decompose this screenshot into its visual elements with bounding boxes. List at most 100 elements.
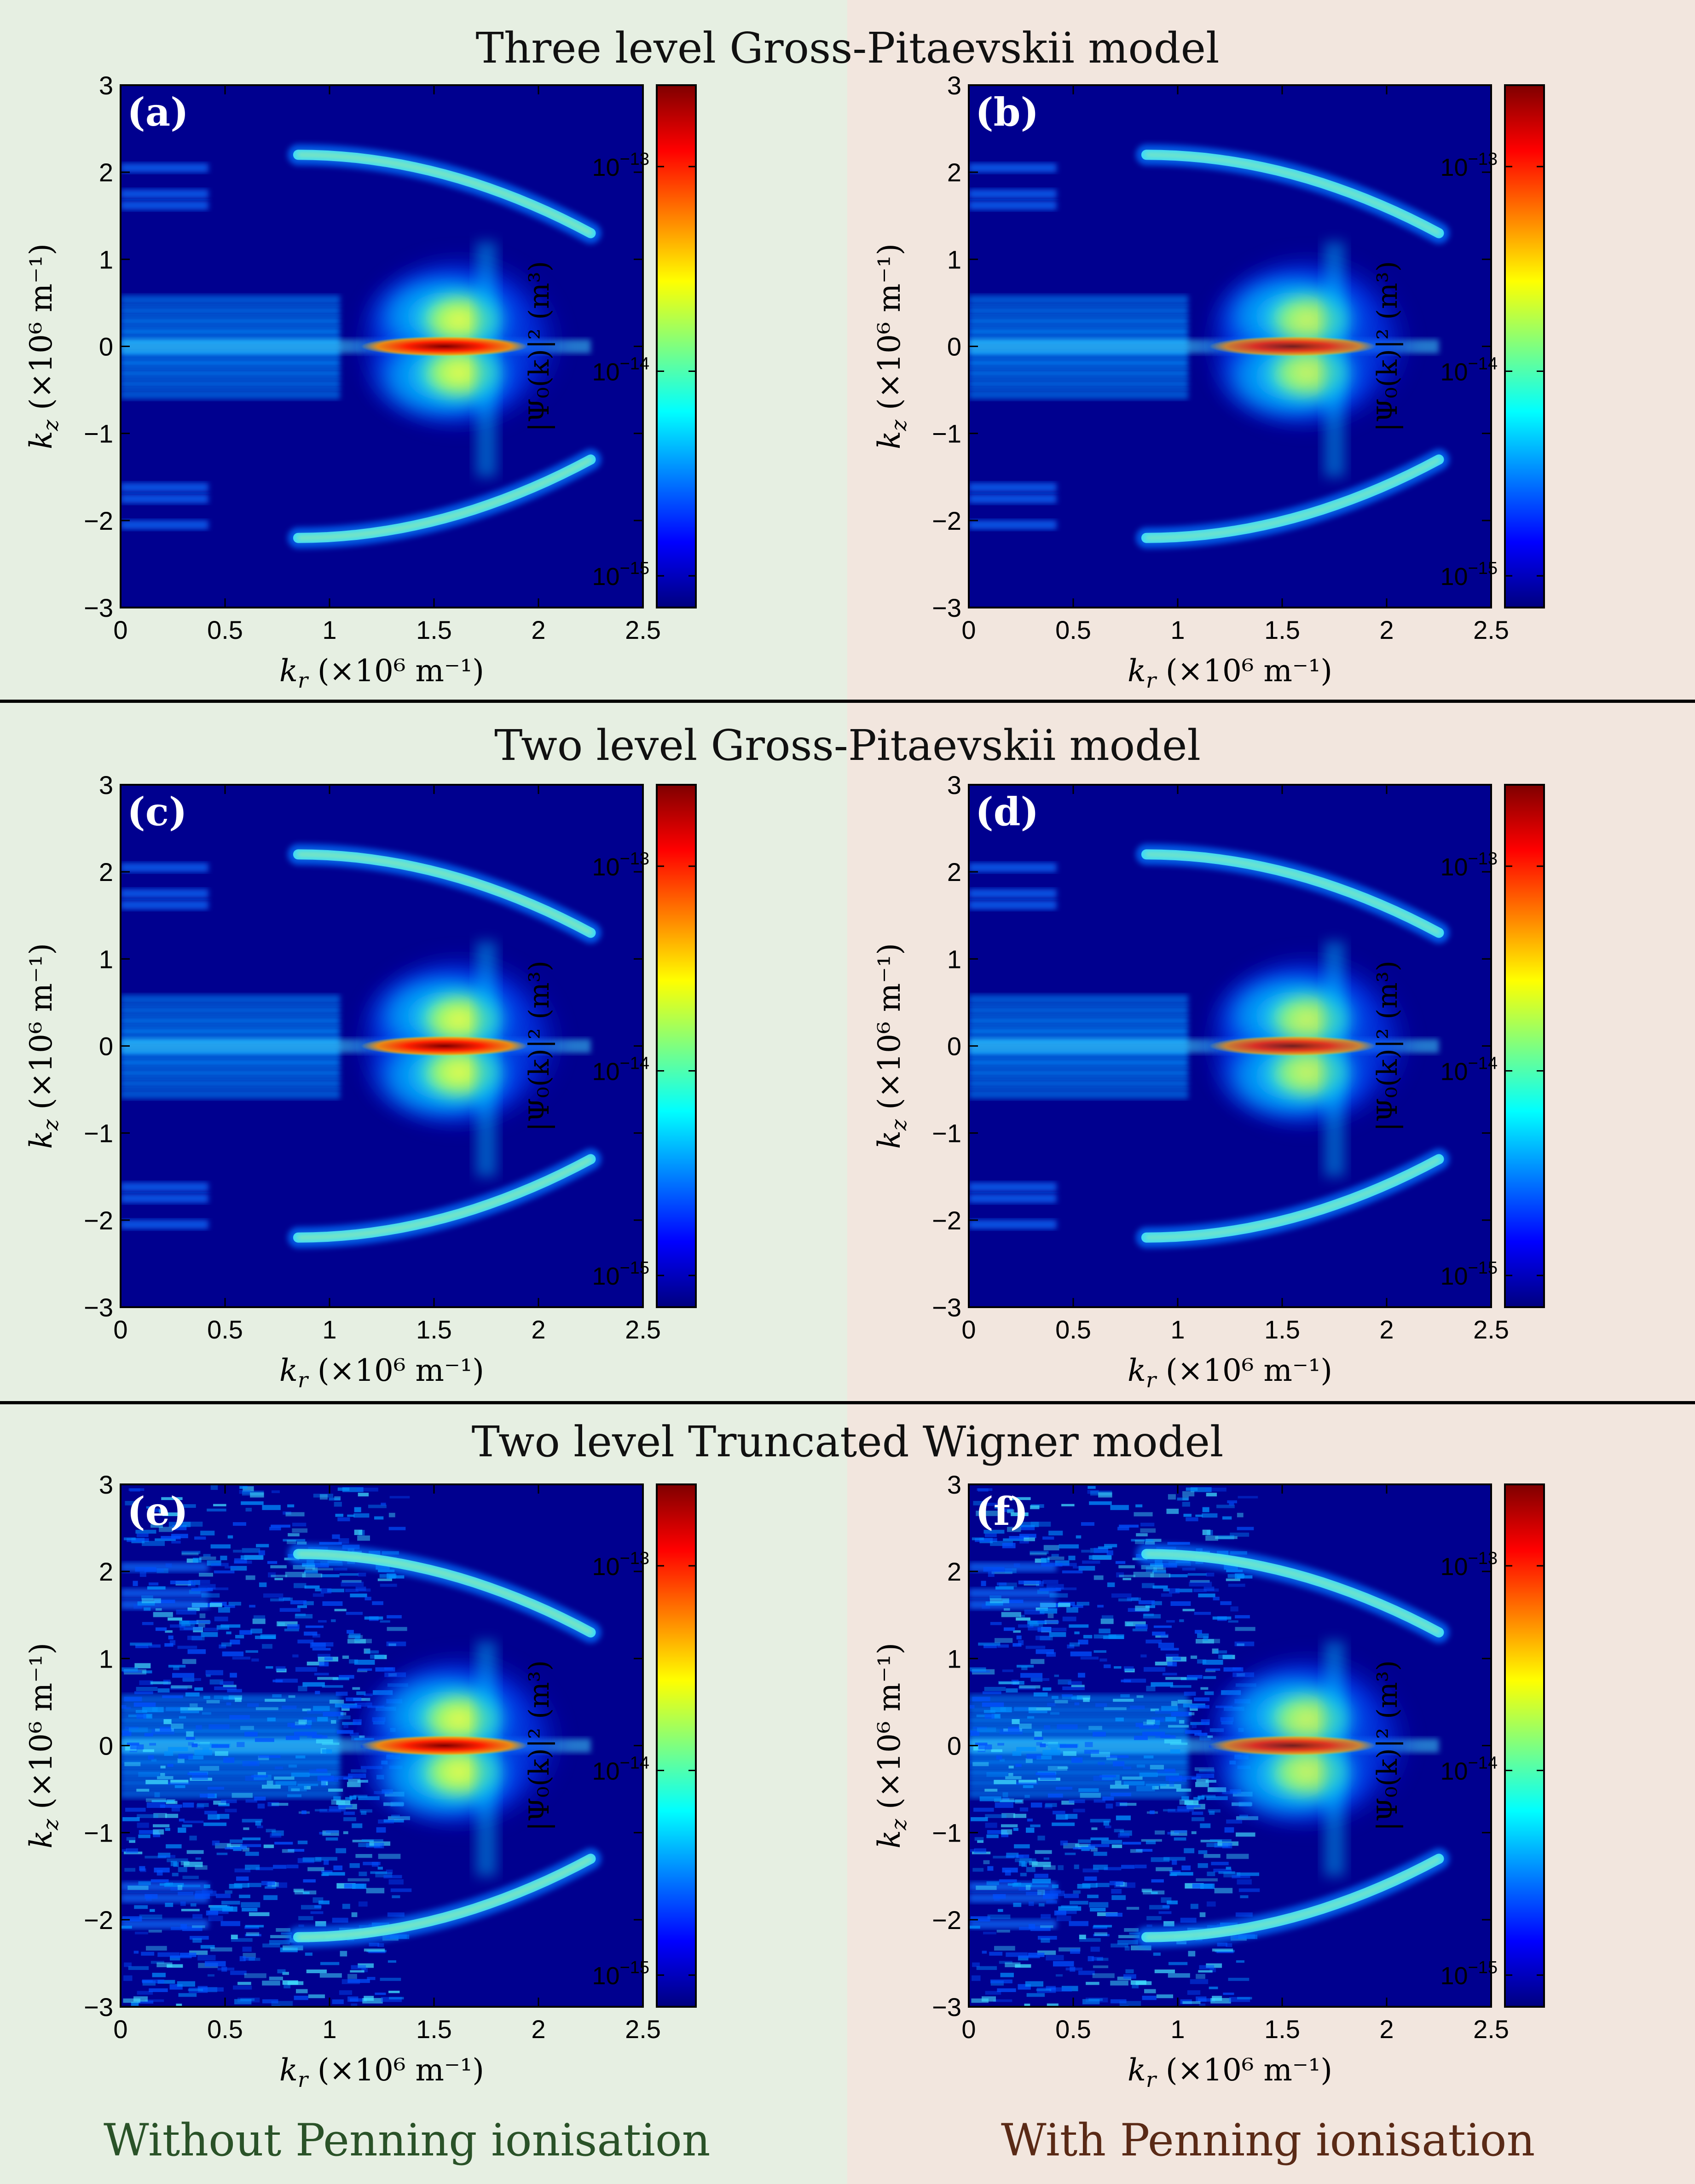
noise-speckle (377, 1943, 384, 1947)
noise-speckle (1104, 1707, 1127, 1710)
noise-speckle (1118, 1565, 1135, 1569)
noise-speckle (146, 1506, 154, 1509)
noise-speckle (1181, 1865, 1191, 1871)
noise-speckle (266, 1666, 273, 1669)
band-streak (969, 378, 1188, 389)
noise-speckle (234, 1868, 251, 1872)
noise-speckle (972, 1762, 989, 1767)
noise-speckle (1187, 1990, 1201, 1995)
noise-speckle (176, 1610, 197, 1615)
noise-speckle (1197, 1796, 1205, 1800)
noise-speckle (1235, 1573, 1244, 1579)
noise-speckle (990, 1622, 1002, 1625)
band-streak (121, 1057, 340, 1068)
noise-speckle (1012, 1751, 1022, 1756)
noise-speckle (1153, 1625, 1172, 1628)
noise-speckle (1146, 1686, 1156, 1692)
noise-speckle (347, 1630, 354, 1634)
noise-speckle (368, 1505, 387, 1508)
noise-speckle (389, 1496, 410, 1499)
noise-speckle (1202, 1513, 1218, 1518)
noise-speckle (1032, 1861, 1051, 1867)
noise-speckle (1033, 1692, 1048, 1697)
noise-speckle (1029, 1884, 1049, 1888)
noise-speckle (339, 1573, 359, 1576)
noise-speckle (177, 1645, 197, 1649)
noise-speckle (1080, 1657, 1099, 1660)
colorbar (1504, 784, 1545, 1308)
noise-speckle (1237, 1872, 1260, 1876)
noise-speckle (1196, 1996, 1207, 2002)
noise-speckle (223, 1757, 235, 1763)
colorbar-tick-label: 10−14 (1440, 1054, 1498, 1086)
noise-speckle (153, 1813, 167, 1818)
noise-speckle (1097, 1958, 1109, 1961)
noise-speckle (239, 1490, 251, 1494)
y-tick-label: −1 (84, 1819, 113, 1848)
noise-speckle (171, 1927, 183, 1930)
noise-speckle (1048, 1530, 1063, 1535)
noise-speckle (1214, 1650, 1227, 1654)
noise-speckle (978, 1488, 989, 1492)
noise-speckle (1089, 1902, 1109, 1908)
y-tick-label: 3 (99, 770, 113, 799)
noise-speckle (160, 1766, 166, 1769)
noise-speckle (1146, 1916, 1162, 1920)
noise-speckle (971, 1998, 989, 2003)
noise-speckle (1104, 1664, 1111, 1668)
y-tick-label: −1 (84, 1119, 113, 1148)
noise-speckle (1206, 1901, 1216, 1907)
noise-speckle (150, 1879, 169, 1883)
noise-speckle (1093, 1650, 1106, 1653)
noise-speckle (1018, 1624, 1034, 1628)
noise-speckle (1024, 1537, 1035, 1541)
noise-speckle (182, 1659, 197, 1664)
noise-speckle (1167, 1662, 1177, 1667)
noise-speckle (1163, 1921, 1174, 1927)
noise-speckle (1116, 1572, 1124, 1578)
y-tick-label: −2 (932, 1906, 961, 1935)
noise-speckle (364, 1616, 383, 1620)
noise-speckle (1227, 1500, 1238, 1504)
noise-speckle (994, 1946, 1015, 1951)
noise-speckle (1074, 1864, 1079, 1869)
colorbar-tick-label: 10−14 (592, 1054, 649, 1086)
noise-speckle (291, 1788, 300, 1791)
noise-speckle (1015, 1858, 1036, 1862)
noise-speckle (245, 1934, 261, 1936)
noise-speckle (1097, 1605, 1104, 1608)
noise-speckle (187, 1772, 208, 1775)
noise-speckle (1166, 1508, 1179, 1514)
noise-speckle (333, 1796, 341, 1801)
noise-speckle (1208, 1809, 1221, 1813)
noise-speckle (221, 1966, 227, 1972)
noise-speckle (1223, 1872, 1241, 1877)
noise-speckle (1194, 1611, 1211, 1615)
noise-speckle (207, 1974, 215, 1977)
noise-speckle (137, 1601, 155, 1606)
noise-speckle (1076, 1695, 1091, 1700)
noise-speckle (243, 1827, 249, 1830)
colorbar (1504, 84, 1545, 608)
noise-speckle (293, 1889, 304, 1893)
noise-speckle (154, 1867, 170, 1873)
noise-speckle (1018, 1887, 1030, 1891)
noise-speckle (1130, 1849, 1143, 1853)
noise-speckle (375, 1872, 393, 1877)
noise-speckle (191, 1588, 213, 1591)
band-streak (969, 1788, 1188, 1799)
noise-speckle (297, 1605, 307, 1608)
noise-speckle (293, 1565, 315, 1570)
noise-speckle (1170, 1601, 1191, 1606)
noise-speckle (181, 1553, 199, 1555)
noise-speckle (1177, 1699, 1192, 1704)
noise-speckle (210, 1906, 233, 1911)
x-tick-label: 2 (1379, 1315, 1394, 1344)
noise-speckle (157, 1952, 179, 1957)
x-axis-label: kr (×10⁶ m⁻¹) (1128, 653, 1332, 693)
noise-speckle (318, 1620, 327, 1623)
noise-speckle (171, 1723, 184, 1729)
noise-speckle (266, 1780, 273, 1785)
noise-speckle (972, 1962, 980, 1967)
